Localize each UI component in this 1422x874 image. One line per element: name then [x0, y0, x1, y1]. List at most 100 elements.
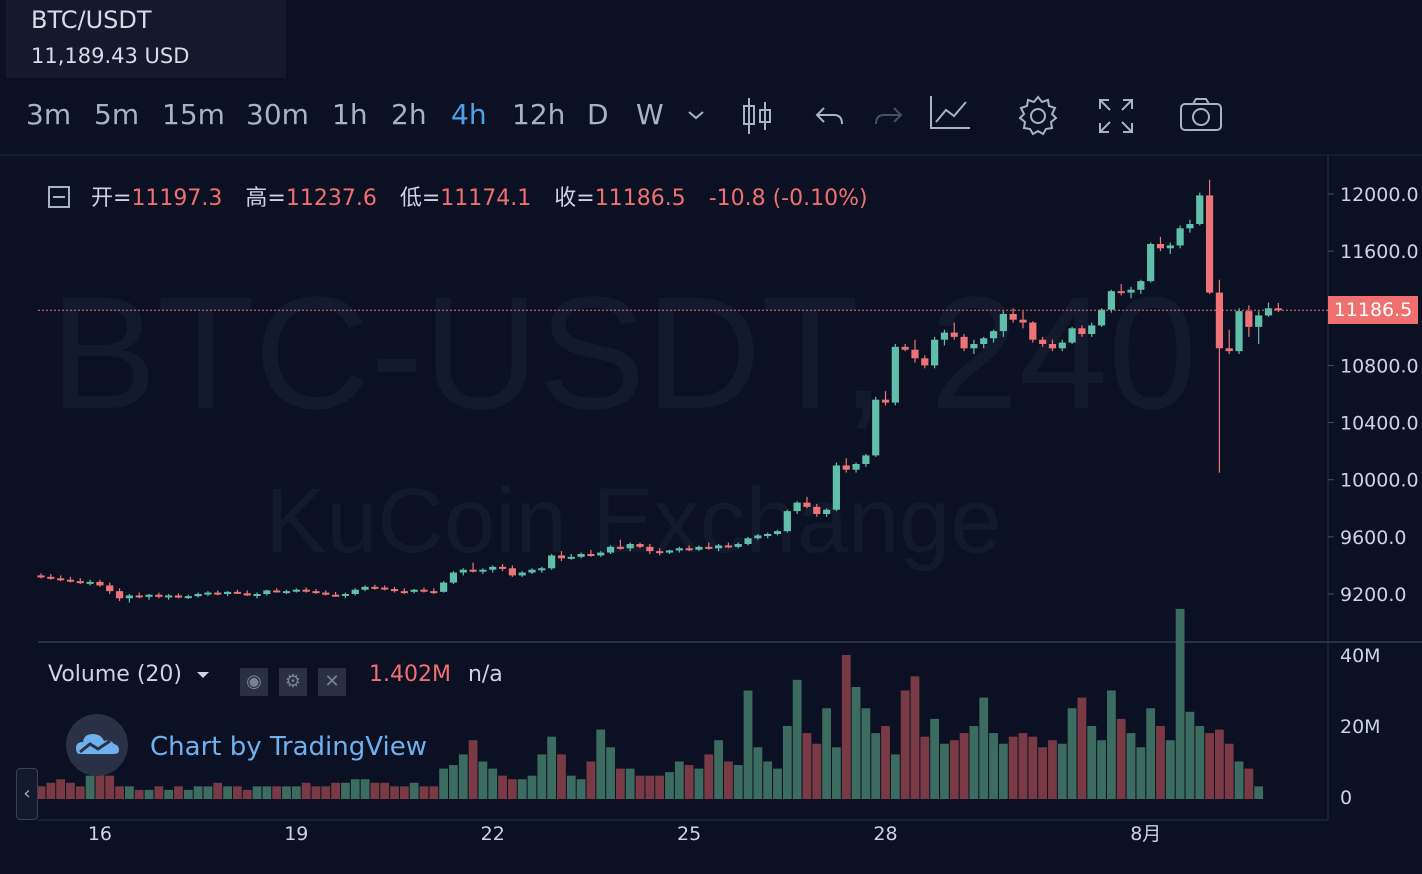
- volume-dropdown-icon[interactable]: [195, 669, 211, 681]
- volume-bar: [252, 786, 262, 799]
- volume-bar: [1205, 733, 1214, 799]
- time-tick-label: 25: [677, 823, 701, 845]
- volume-bar: [959, 733, 969, 799]
- candle-body: [842, 465, 850, 470]
- volume-bar: [331, 782, 340, 799]
- timeframe-1h[interactable]: 1h: [332, 98, 368, 131]
- undo-icon[interactable]: [814, 102, 846, 130]
- volume-bar: [233, 786, 242, 799]
- candle-body: [950, 332, 958, 337]
- volume-bar: [615, 768, 625, 799]
- candle-body: [1127, 289, 1135, 293]
- candles-icon[interactable]: [740, 96, 774, 136]
- candle-body: [282, 591, 291, 594]
- candle-body: [184, 596, 192, 599]
- volume-legend: Volume (20) ◉ ⚙ ✕ 1.402M n/a: [48, 662, 503, 696]
- ohlc-legend: 开=11197.3 高=11237.6 低=11174.1 收=11186.5 …: [48, 180, 884, 212]
- candle-body: [705, 546, 713, 549]
- time-tick-label: 19: [284, 823, 308, 845]
- candle-body: [616, 546, 624, 549]
- indicators-icon[interactable]: [928, 94, 972, 132]
- candle-body: [498, 566, 507, 569]
- candle-body: [47, 576, 55, 579]
- gear-icon[interactable]: [1016, 94, 1060, 138]
- timeframe-d[interactable]: D: [587, 98, 609, 131]
- candle-body: [862, 455, 870, 464]
- fullscreen-icon[interactable]: [1096, 96, 1136, 136]
- volume-bar: [272, 786, 282, 799]
- candle-body: [410, 589, 418, 592]
- camera-icon[interactable]: [1178, 96, 1224, 134]
- price-tick-label: 10400.0: [1340, 413, 1419, 435]
- candle-body: [223, 591, 232, 594]
- volume-bar: [625, 768, 635, 799]
- candle-body: [1088, 325, 1096, 334]
- close-label: 收=: [554, 186, 595, 211]
- volume-bar: [940, 743, 949, 799]
- volume-bar: [684, 765, 694, 799]
- candle-body: [1068, 328, 1076, 343]
- volume-label[interactable]: Volume (20): [48, 662, 182, 687]
- timeframe-4h[interactable]: 4h: [451, 98, 487, 131]
- redo-icon[interactable]: [872, 102, 904, 130]
- volume-bar: [920, 736, 930, 799]
- volume-bar: [743, 690, 753, 799]
- candle-body: [233, 591, 241, 594]
- volume-bar: [46, 782, 56, 799]
- candle-body: [1137, 281, 1145, 290]
- timeframe-30m[interactable]: 30m: [246, 98, 309, 131]
- volume-bar: [655, 775, 665, 799]
- price-tick-label: 10800.0: [1340, 355, 1419, 377]
- candle-body: [1019, 319, 1027, 323]
- volume-bar: [606, 747, 615, 799]
- volume-settings-icon[interactable]: ⚙: [278, 668, 307, 696]
- symbol-header[interactable]: BTC/USDT 11,189.43 USD: [6, 0, 286, 78]
- candle-body: [852, 464, 860, 470]
- timeframe-15m[interactable]: 15m: [162, 98, 225, 131]
- candle-body: [155, 594, 163, 597]
- watermark-exchange: KuCoin Exchange: [265, 470, 1002, 572]
- tradingview-logo[interactable]: [66, 714, 128, 776]
- candle-body: [86, 581, 94, 584]
- candle-body: [744, 538, 752, 544]
- volume-bar: [213, 782, 223, 799]
- volume-bar: [291, 786, 301, 799]
- volume-bar: [763, 761, 773, 799]
- volume-bar: [1106, 690, 1116, 799]
- candle-body: [459, 569, 467, 573]
- collapse-legend-icon[interactable]: [48, 186, 70, 208]
- timeframe-5m[interactable]: 5m: [94, 98, 140, 131]
- tradingview-credit[interactable]: Chart by TradingView: [150, 732, 427, 762]
- candle-body: [174, 595, 183, 598]
- volume-bar: [223, 786, 232, 799]
- volume-bar: [282, 786, 291, 799]
- volume-bar: [900, 690, 910, 799]
- volume-tick-label: 0: [1340, 787, 1352, 809]
- candle-body: [695, 546, 703, 550]
- candle-body: [773, 531, 782, 534]
- volume-bar: [1077, 697, 1087, 799]
- timeframe-w[interactable]: W: [636, 98, 664, 131]
- volume-bar: [399, 786, 409, 799]
- scroll-left-button[interactable]: ‹: [16, 768, 38, 820]
- candle-body: [823, 509, 831, 514]
- candle-body: [1255, 315, 1263, 327]
- close-icon[interactable]: ✕: [317, 668, 346, 696]
- volume-tick-label: 20M: [1340, 716, 1381, 738]
- volume-bar: [370, 782, 380, 799]
- timeframe-2h[interactable]: 2h: [391, 98, 427, 131]
- chevron-down-icon[interactable]: [686, 108, 706, 122]
- volume-bar: [1136, 747, 1146, 799]
- candle-body: [675, 548, 683, 551]
- timeframe-12h[interactable]: 12h: [512, 98, 566, 131]
- candle-body: [1166, 245, 1174, 249]
- close-value: 11186.5: [594, 186, 686, 211]
- eye-icon[interactable]: ◉: [239, 668, 268, 696]
- timeframe-3m[interactable]: 3m: [26, 98, 72, 131]
- price-tick-label: 11600.0: [1340, 241, 1419, 263]
- volume-bar: [566, 775, 576, 799]
- volume-bar: [301, 782, 311, 799]
- volume-bar: [1018, 733, 1028, 799]
- candle-body: [253, 594, 261, 596]
